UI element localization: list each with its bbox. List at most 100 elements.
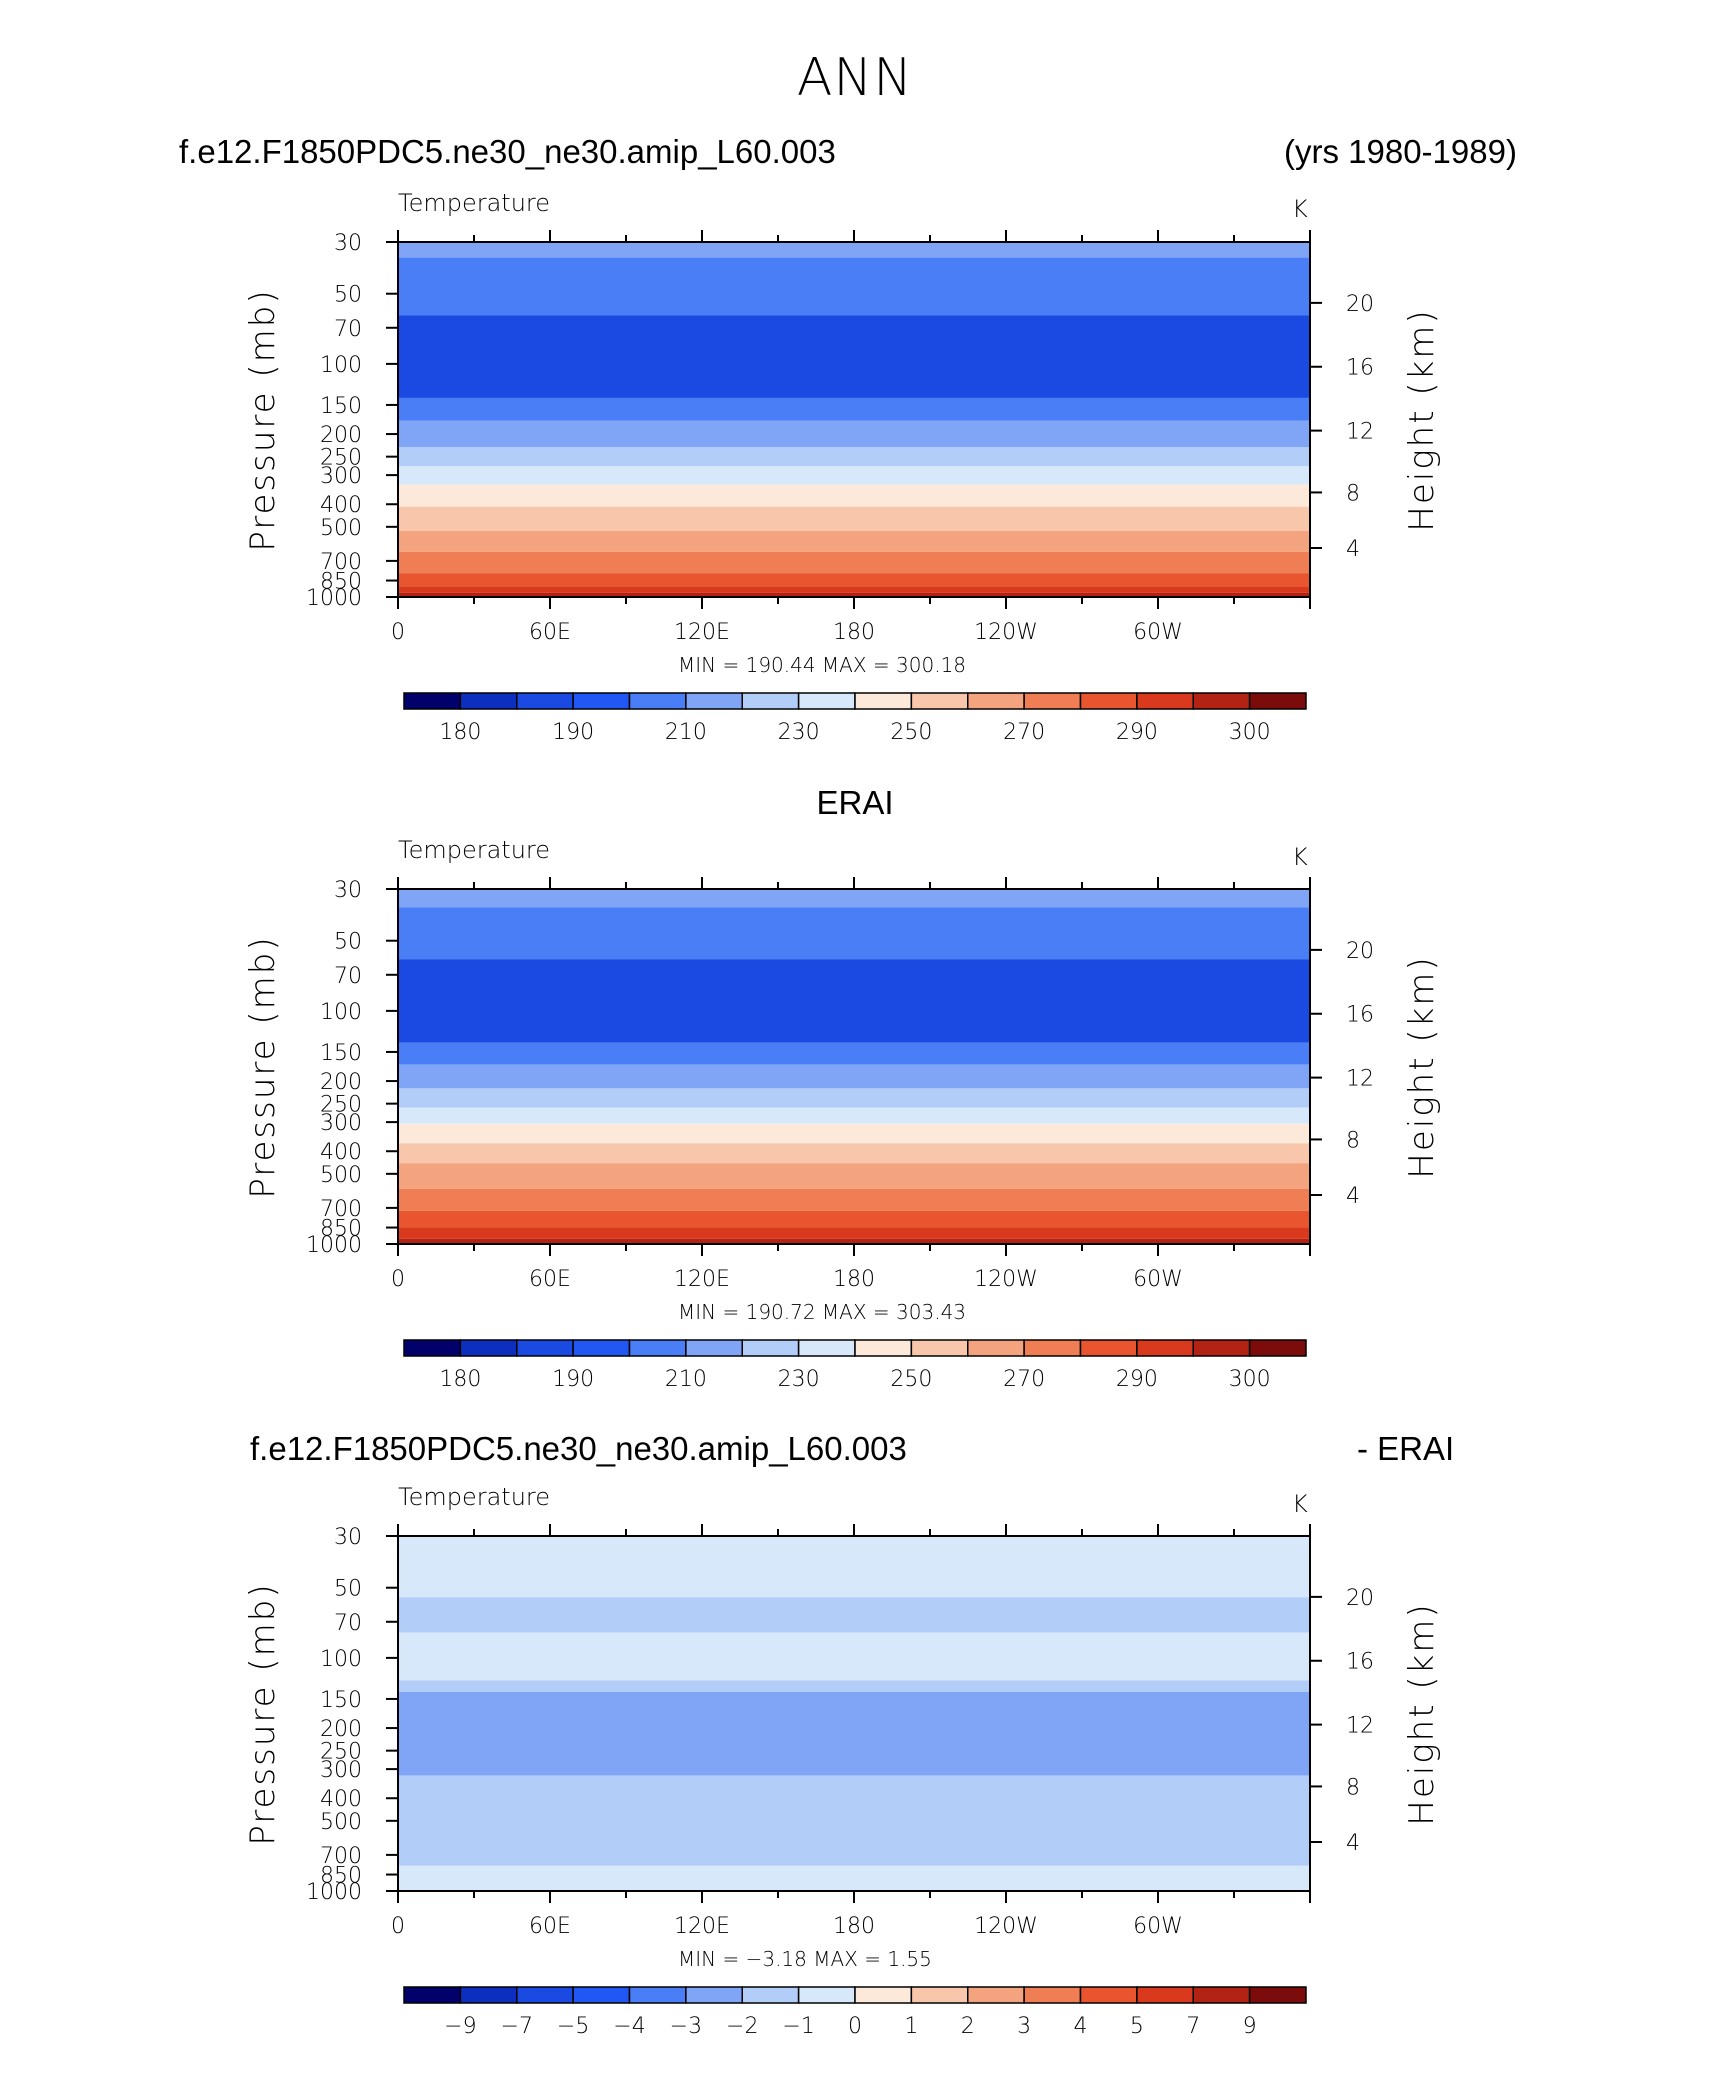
- contour-band: [398, 889, 1310, 908]
- y-tick-label: 100: [320, 1647, 362, 1672]
- y2-tick-label: 20: [1346, 939, 1374, 964]
- y-tick-label: 50: [334, 930, 362, 955]
- y-tick-label: 150: [320, 1041, 362, 1066]
- contour-band: [398, 907, 1310, 960]
- colorbar-swatch: [516, 1986, 574, 2004]
- colorbar-label: −2: [726, 2014, 758, 2039]
- contour-band: [398, 1597, 1310, 1633]
- y-tick-label: 70: [334, 317, 362, 342]
- y-tick-label: 850: [320, 570, 362, 595]
- x-tick-label: 0: [391, 1267, 405, 1292]
- colorbar-label: 190: [552, 720, 594, 745]
- contour-band: [398, 447, 1310, 467]
- colorbar-label: 250: [890, 1367, 932, 1392]
- contour-band: [398, 1691, 1310, 1776]
- contour-band: [398, 592, 1310, 597]
- x-tick-label: 0: [391, 1914, 405, 1939]
- y-tick-label: 500: [320, 516, 362, 541]
- y2-tick-label: 16: [1346, 356, 1374, 381]
- variable-label: Temperature: [398, 189, 551, 217]
- colorbar-label: 1: [904, 2014, 918, 2039]
- x-tick-label: 60E: [529, 620, 571, 645]
- y2-tick-label: 12: [1346, 1067, 1374, 1092]
- x-tick-label: 60E: [529, 1267, 571, 1292]
- contour-plot: 0 60E 120E 180 120W 60W3050701001502002503004…: [306, 1524, 1374, 2039]
- y-tick-label: 300: [320, 1111, 362, 1136]
- colorbar-label: 290: [1116, 1367, 1158, 1392]
- obs-title: ERAI: [816, 784, 894, 821]
- contour-band: [398, 1865, 1310, 1891]
- colorbar-swatch: [1248, 1339, 1307, 1357]
- colorbar-label: 180: [439, 1367, 481, 1392]
- colorbar-swatch: [685, 1986, 743, 2004]
- x-tick-label: 120E: [674, 1267, 730, 1292]
- y-tick-label: 1000: [306, 1233, 362, 1258]
- x-tick-label: 60W: [1133, 1914, 1183, 1939]
- stats-text: MIN = 190.72 MAX = 303.43: [678, 1300, 967, 1324]
- y-tick-label: 150: [320, 1688, 362, 1713]
- contour-band: [398, 397, 1310, 421]
- stats-text: MIN = 190.44 MAX = 300.18: [678, 653, 967, 677]
- y-tick-label: 70: [334, 964, 362, 989]
- x-tick-label: 60W: [1133, 1267, 1183, 1292]
- colorbar-label: −7: [501, 2014, 533, 2039]
- contour-band: [398, 1238, 1310, 1244]
- diff-case-title: f.e12.F1850PDC5.ne30_ne30.amip_L60.003: [250, 1430, 907, 1467]
- stats-text: MIN = −3.18 MAX = 1.55: [678, 1947, 932, 1971]
- y-tick-label: 50: [334, 1577, 362, 1602]
- x-tick-label: 120E: [674, 620, 730, 645]
- y-tick-label: 700: [320, 1197, 362, 1222]
- contour-band: [398, 1536, 1310, 1598]
- contour-band: [398, 1210, 1310, 1228]
- contour-band: [398, 1775, 1310, 1866]
- contour-band: [398, 506, 1310, 531]
- colorbar-label: 230: [778, 1367, 820, 1392]
- y-tick-label: 400: [320, 1140, 362, 1165]
- contour-band: [398, 586, 1310, 593]
- contour-band: [398, 257, 1310, 316]
- colorbar-swatch: [1136, 1986, 1194, 2004]
- units-label: K: [1292, 195, 1308, 223]
- contour-band: [398, 1143, 1310, 1164]
- y-tick-label: 300: [320, 464, 362, 489]
- colorbar-label: −3: [670, 2014, 702, 2039]
- y-tick-label: 250: [320, 1740, 362, 1765]
- colorbar-label: 190: [552, 1367, 594, 1392]
- colorbar-label: 300: [1229, 720, 1271, 745]
- y-tick-label: 200: [320, 1717, 362, 1742]
- y-tick-label: 500: [320, 1810, 362, 1835]
- colorbar-label: 9: [1243, 2014, 1257, 2039]
- variable-label: Temperature: [398, 1483, 551, 1511]
- y-tick-label: 30: [334, 878, 362, 903]
- diff-suffix: - ERAI: [1357, 1430, 1455, 1467]
- y-tick-label: 70: [334, 1611, 362, 1636]
- colorbar-swatch: [1079, 1986, 1138, 2004]
- y2-tick-label: 12: [1346, 420, 1374, 445]
- y-tick-label: 700: [320, 550, 362, 575]
- contour-band: [398, 530, 1310, 552]
- variable-label: Temperature: [398, 836, 551, 864]
- colorbar-swatch: [854, 1986, 913, 2004]
- y-tick-label: 100: [320, 1000, 362, 1025]
- colorbar-label: 290: [1116, 720, 1158, 745]
- colorbar-swatch: [628, 1986, 687, 2004]
- colorbar-label: 2: [961, 2014, 975, 2039]
- contour-band: [398, 1188, 1310, 1211]
- y2-tick-label: 4: [1346, 537, 1360, 562]
- colorbar-label: −9: [444, 2014, 476, 2039]
- colorbar-swatch: [572, 1986, 631, 2004]
- y-tick-label: 250: [320, 1093, 362, 1118]
- colorbar-label: 250: [890, 720, 932, 745]
- colorbar-label: 0: [848, 2014, 862, 2039]
- colorbar-label: 3: [1017, 2014, 1031, 2039]
- x-tick-label: 60W: [1133, 620, 1183, 645]
- colorbar-swatch: [967, 1986, 1025, 2004]
- x-tick-label: 0: [391, 620, 405, 645]
- contour-band: [398, 1042, 1310, 1065]
- years-label: (yrs 1980-1989): [1284, 133, 1517, 170]
- colorbar-label: 180: [439, 720, 481, 745]
- y-tick-label: 400: [320, 1787, 362, 1812]
- y-tick-label: 700: [320, 1844, 362, 1869]
- contour-band: [398, 420, 1310, 448]
- y2-tick-label: 4: [1346, 1184, 1360, 1209]
